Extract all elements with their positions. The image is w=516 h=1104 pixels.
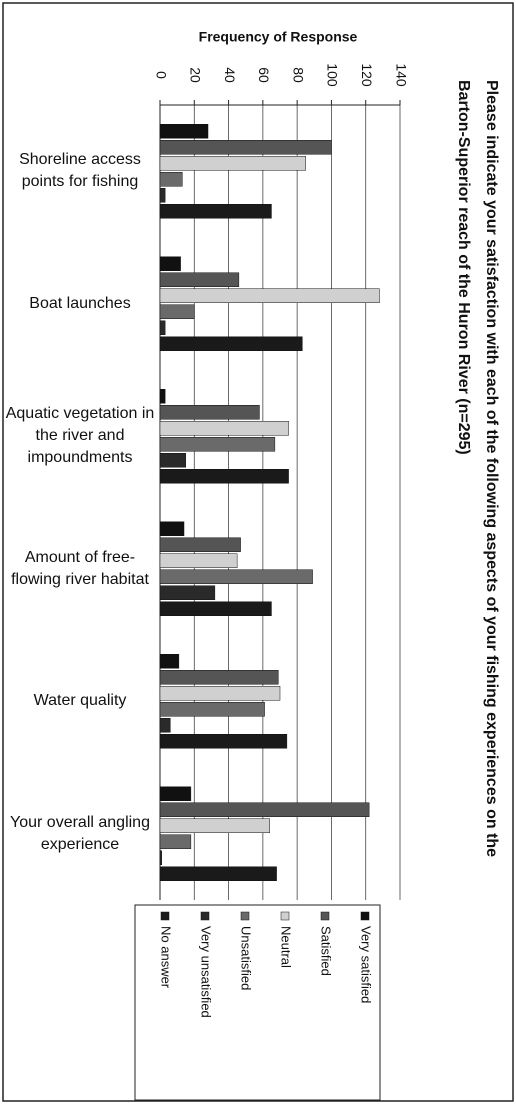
legend-label: Very satisfied	[359, 926, 374, 1003]
y-tick-label: Amount of free-flowing river habitat	[11, 548, 149, 588]
bar	[159, 389, 166, 404]
bar	[159, 569, 313, 584]
bar	[159, 702, 265, 717]
bar	[159, 256, 181, 271]
bar	[159, 204, 272, 219]
y-tick-label: Your overall angling experience	[10, 813, 150, 853]
bar	[159, 718, 171, 733]
x-tick-label: 0	[153, 71, 169, 79]
bar	[159, 140, 332, 155]
y-tick-label: Aquatic vegetation in the river and impo…	[5, 405, 155, 467]
bar	[159, 172, 183, 187]
x-tick-label: 80	[290, 67, 306, 83]
bar	[159, 288, 380, 303]
bar	[159, 405, 260, 420]
bar	[159, 437, 276, 452]
bar	[159, 686, 281, 701]
bar	[159, 818, 270, 833]
x-tick-label: 100	[325, 63, 341, 87]
legend-swatch	[280, 911, 290, 921]
x-tick-label: 140	[393, 63, 409, 87]
x-tick-label: 40	[222, 67, 238, 83]
bar	[159, 272, 240, 287]
legend-swatch	[360, 911, 370, 921]
bar	[159, 786, 192, 801]
legend-swatch	[200, 911, 210, 921]
x-tick-label: 20	[188, 67, 204, 83]
bar	[159, 304, 195, 319]
bar	[159, 834, 192, 849]
legend-label: Neutral	[279, 926, 294, 968]
legend-label: Satisfied	[319, 926, 334, 976]
bar	[159, 850, 162, 865]
bar	[159, 585, 216, 600]
legend-swatch	[320, 911, 330, 921]
bar	[159, 866, 277, 881]
bar	[159, 421, 289, 436]
legend-label: Very unsatisfied	[199, 926, 214, 1018]
bar	[159, 537, 241, 552]
y-tick-label: Boat launches	[29, 294, 131, 312]
legend-label: Unsatisfied	[239, 926, 254, 990]
bar	[159, 802, 370, 817]
x-tick-label: 120	[359, 63, 375, 87]
y-tick-label: Shoreline access points for fishing	[19, 151, 141, 191]
bar	[159, 553, 238, 568]
bar	[159, 521, 185, 536]
bar	[159, 601, 272, 616]
legend-swatch	[240, 911, 250, 921]
bar	[159, 670, 279, 685]
bar	[159, 124, 209, 139]
legend-box	[134, 904, 381, 1101]
bar	[159, 469, 289, 484]
y-tick-label: Water quality	[33, 692, 127, 710]
bar	[159, 734, 288, 749]
bar	[159, 188, 166, 203]
chart-title: Please indicate your satisfaction with e…	[455, 80, 500, 858]
bar	[159, 156, 306, 171]
x-tick-label: 60	[256, 67, 272, 83]
legend-label: No answer	[159, 926, 174, 989]
bar	[159, 654, 180, 669]
axis-title: Frequency of Response	[199, 29, 358, 45]
bar	[159, 320, 166, 335]
bar	[159, 336, 303, 351]
legend-swatch	[160, 911, 170, 921]
bar	[159, 453, 186, 468]
